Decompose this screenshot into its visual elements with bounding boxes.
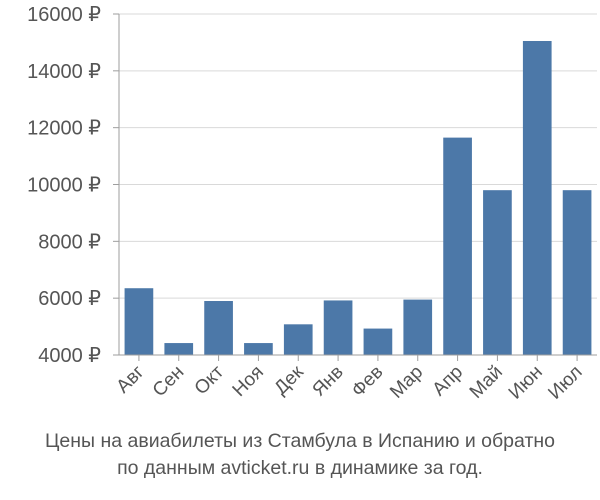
bar (283, 324, 313, 355)
y-tick-label: 10000 ₽ (27, 175, 101, 197)
bar (562, 190, 592, 355)
caption-line-2: по данным avticket.ru в динамике за год. (117, 457, 483, 479)
bar (403, 299, 433, 355)
bar (323, 300, 353, 355)
y-tick-label: 12000 ₽ (27, 118, 101, 140)
y-axis-ticks: 4000 ₽ 6000 ₽ 8000 ₽ 10000 ₽ 12000 ₽ 14000 ₽ 1… (27, 4, 119, 367)
bar (124, 288, 154, 355)
y-tick-label: 14000 ₽ (27, 61, 101, 83)
y-tick-label: 4000 ₽ (38, 345, 101, 367)
x-tick-label: Июл (544, 362, 586, 404)
bars (124, 40, 592, 355)
x-tick-label: Дек (270, 361, 308, 399)
bar (244, 343, 273, 355)
x-tick-label: Апр (429, 362, 468, 401)
bar (204, 301, 233, 355)
y-tick-label: 8000 ₽ (38, 231, 101, 253)
x-tick-label: Мар (386, 362, 427, 403)
x-tick-label: Июн (505, 362, 547, 404)
price-bar-chart: 4000 ₽ 6000 ₽ 8000 ₽ 10000 ₽ 12000 ₽ 14000 ₽ 1… (27, 4, 597, 404)
x-tick-label: Сен (149, 362, 188, 401)
caption-line-1: Цены на авиабилеты из Стамбула в Испанию… (44, 430, 555, 452)
bar (483, 190, 512, 355)
bar (164, 343, 194, 355)
chart-caption: Цены на авиабилеты из Стамбула в Испанию… (0, 428, 600, 482)
y-tick-label: 16000 ₽ (27, 4, 101, 26)
x-tick-label: Ноя (229, 362, 268, 401)
bar (443, 137, 472, 355)
grid-lines (119, 13, 597, 299)
bar (522, 40, 552, 355)
x-tick-label: Май (466, 362, 507, 403)
bar (363, 328, 393, 355)
x-tick-label: Фев (348, 362, 388, 402)
y-tick-label: 6000 ₽ (38, 288, 101, 310)
x-tick-label: Окт (191, 361, 229, 399)
x-tick-label: Авг (113, 362, 149, 398)
x-tick-label: Янв (309, 362, 348, 401)
